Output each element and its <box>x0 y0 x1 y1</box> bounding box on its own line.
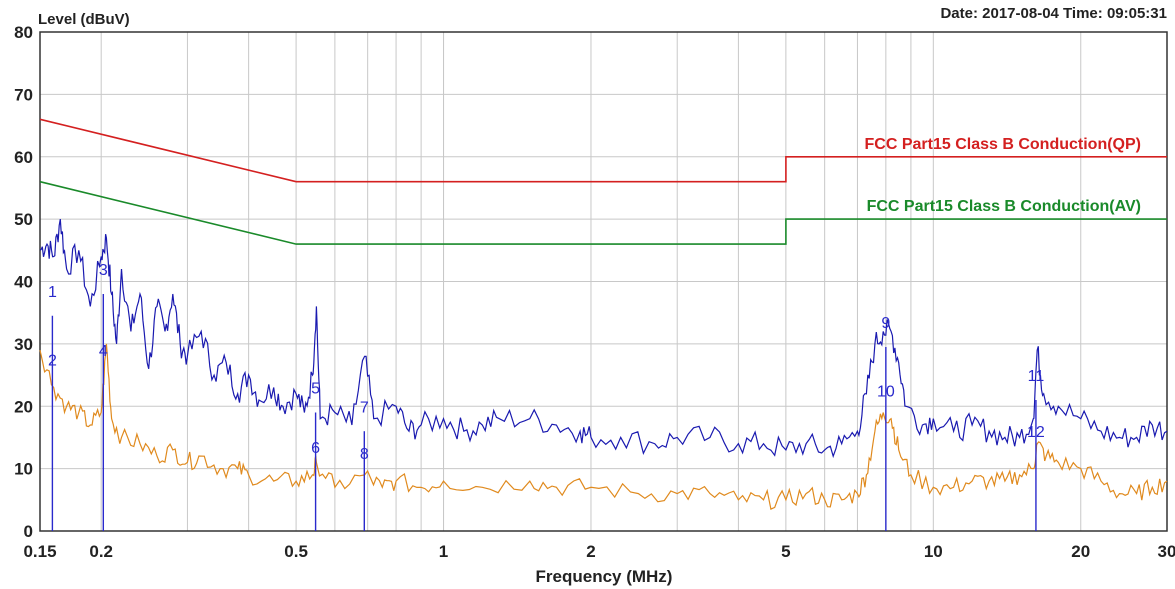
limit-line <box>39 180 1167 245</box>
x-tick-label: 0.15 <box>23 542 56 561</box>
average-trace <box>39 343 1168 510</box>
y-tick-label: 40 <box>14 273 33 292</box>
x-tick-label: 0.5 <box>284 542 308 561</box>
marker-label: 12 <box>1027 424 1045 441</box>
marker-label: 8 <box>360 446 369 463</box>
y-tick-label: 50 <box>14 210 33 229</box>
marker-label: 10 <box>877 384 895 401</box>
x-tick-label: 5 <box>781 542 790 561</box>
limit-label: FCC Part15 Class B Conduction(AV) <box>867 198 1141 215</box>
y-tick-label: 80 <box>14 23 33 42</box>
marker-label: 5 <box>311 381 320 398</box>
marker-label: 3 <box>99 262 108 279</box>
y-tick-label: 30 <box>14 335 33 354</box>
marker-label: 9 <box>881 315 890 332</box>
marker-label: 4 <box>99 343 108 360</box>
x-tick-label: 20 <box>1071 542 1090 561</box>
peak-trace <box>39 218 1168 459</box>
marker-label: 2 <box>48 352 57 369</box>
plot-frame <box>39 31 1168 532</box>
x-axis-label: Frequency (MHz) <box>536 567 673 586</box>
x-tick-label: 0.2 <box>89 542 113 561</box>
y-tick-label: 20 <box>14 397 33 416</box>
x-tick-label: 10 <box>924 542 943 561</box>
date-time-stamp: Date: 2017-08-04 Time: 09:05:31 <box>940 5 1167 22</box>
y-tick-label: 0 <box>24 522 33 541</box>
y-tick-label: 10 <box>14 460 33 479</box>
limit-label: FCC Part15 Class B Conduction(QP) <box>865 136 1141 153</box>
marker-label: 11 <box>1028 368 1045 385</box>
limit-line <box>39 118 1167 183</box>
y-tick-label: 60 <box>14 148 33 167</box>
marker-label: 1 <box>48 284 57 301</box>
marker-label: 7 <box>360 399 369 416</box>
x-tick-label: 2 <box>586 542 595 561</box>
x-tick-label: 30 <box>1158 542 1175 561</box>
y-tick-label: 70 <box>14 85 33 104</box>
marker-label: 6 <box>311 440 320 457</box>
y-axis-label: Level (dBuV) <box>38 11 130 28</box>
x-tick-label: 1 <box>439 542 448 561</box>
